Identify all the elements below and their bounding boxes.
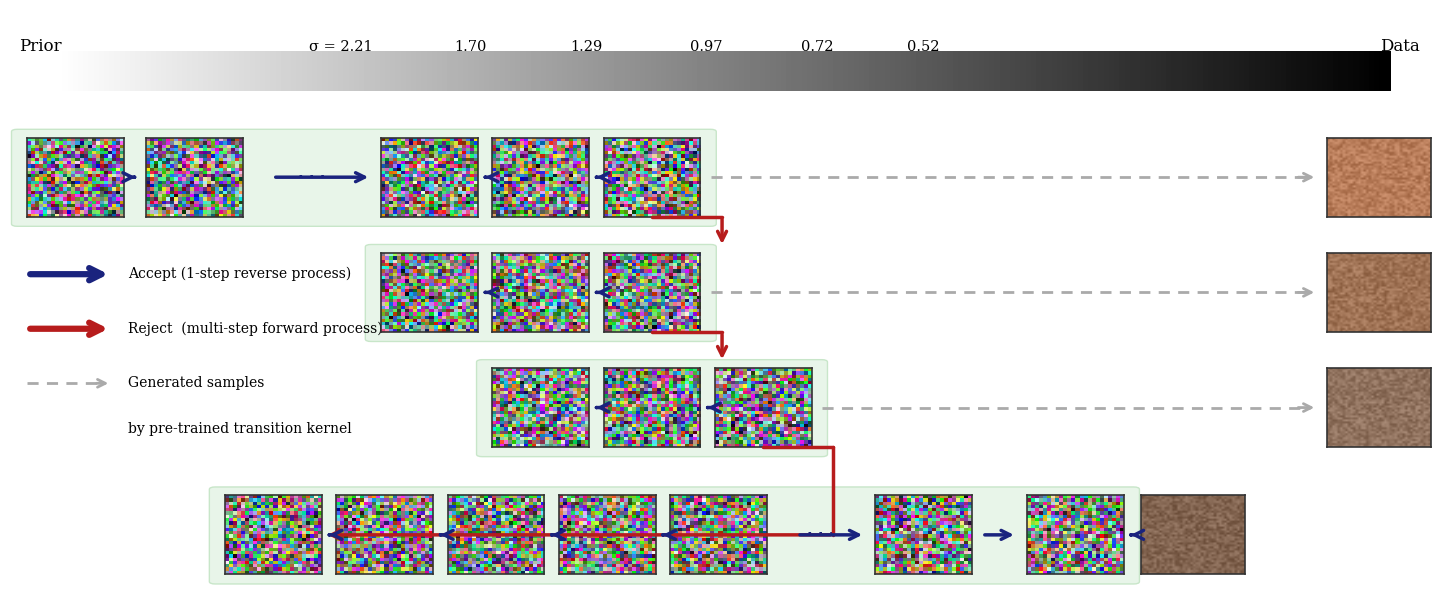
Text: by pre-trained transition kernel: by pre-trained transition kernel <box>129 422 352 436</box>
Text: Reject  (multi-step forward process): Reject (multi-step forward process) <box>129 322 383 336</box>
FancyBboxPatch shape <box>476 360 828 457</box>
Text: 1.70: 1.70 <box>454 40 488 54</box>
FancyBboxPatch shape <box>12 129 716 227</box>
Text: Prior: Prior <box>19 38 61 55</box>
Text: σ = 2.21: σ = 2.21 <box>310 40 372 54</box>
Text: Generated samples: Generated samples <box>129 376 265 390</box>
FancyBboxPatch shape <box>365 244 716 342</box>
FancyBboxPatch shape <box>210 487 1139 584</box>
Text: 0.72: 0.72 <box>802 40 833 54</box>
Text: 1.29: 1.29 <box>570 40 602 54</box>
Text: 0.52: 0.52 <box>907 40 939 54</box>
Text: Data: Data <box>1380 38 1420 55</box>
Text: Accept (1-step reverse process): Accept (1-step reverse process) <box>129 267 352 281</box>
Text: 0.97: 0.97 <box>690 40 722 54</box>
Text: · · ·: · · · <box>807 527 835 543</box>
Text: · · ·: · · · <box>298 170 326 185</box>
